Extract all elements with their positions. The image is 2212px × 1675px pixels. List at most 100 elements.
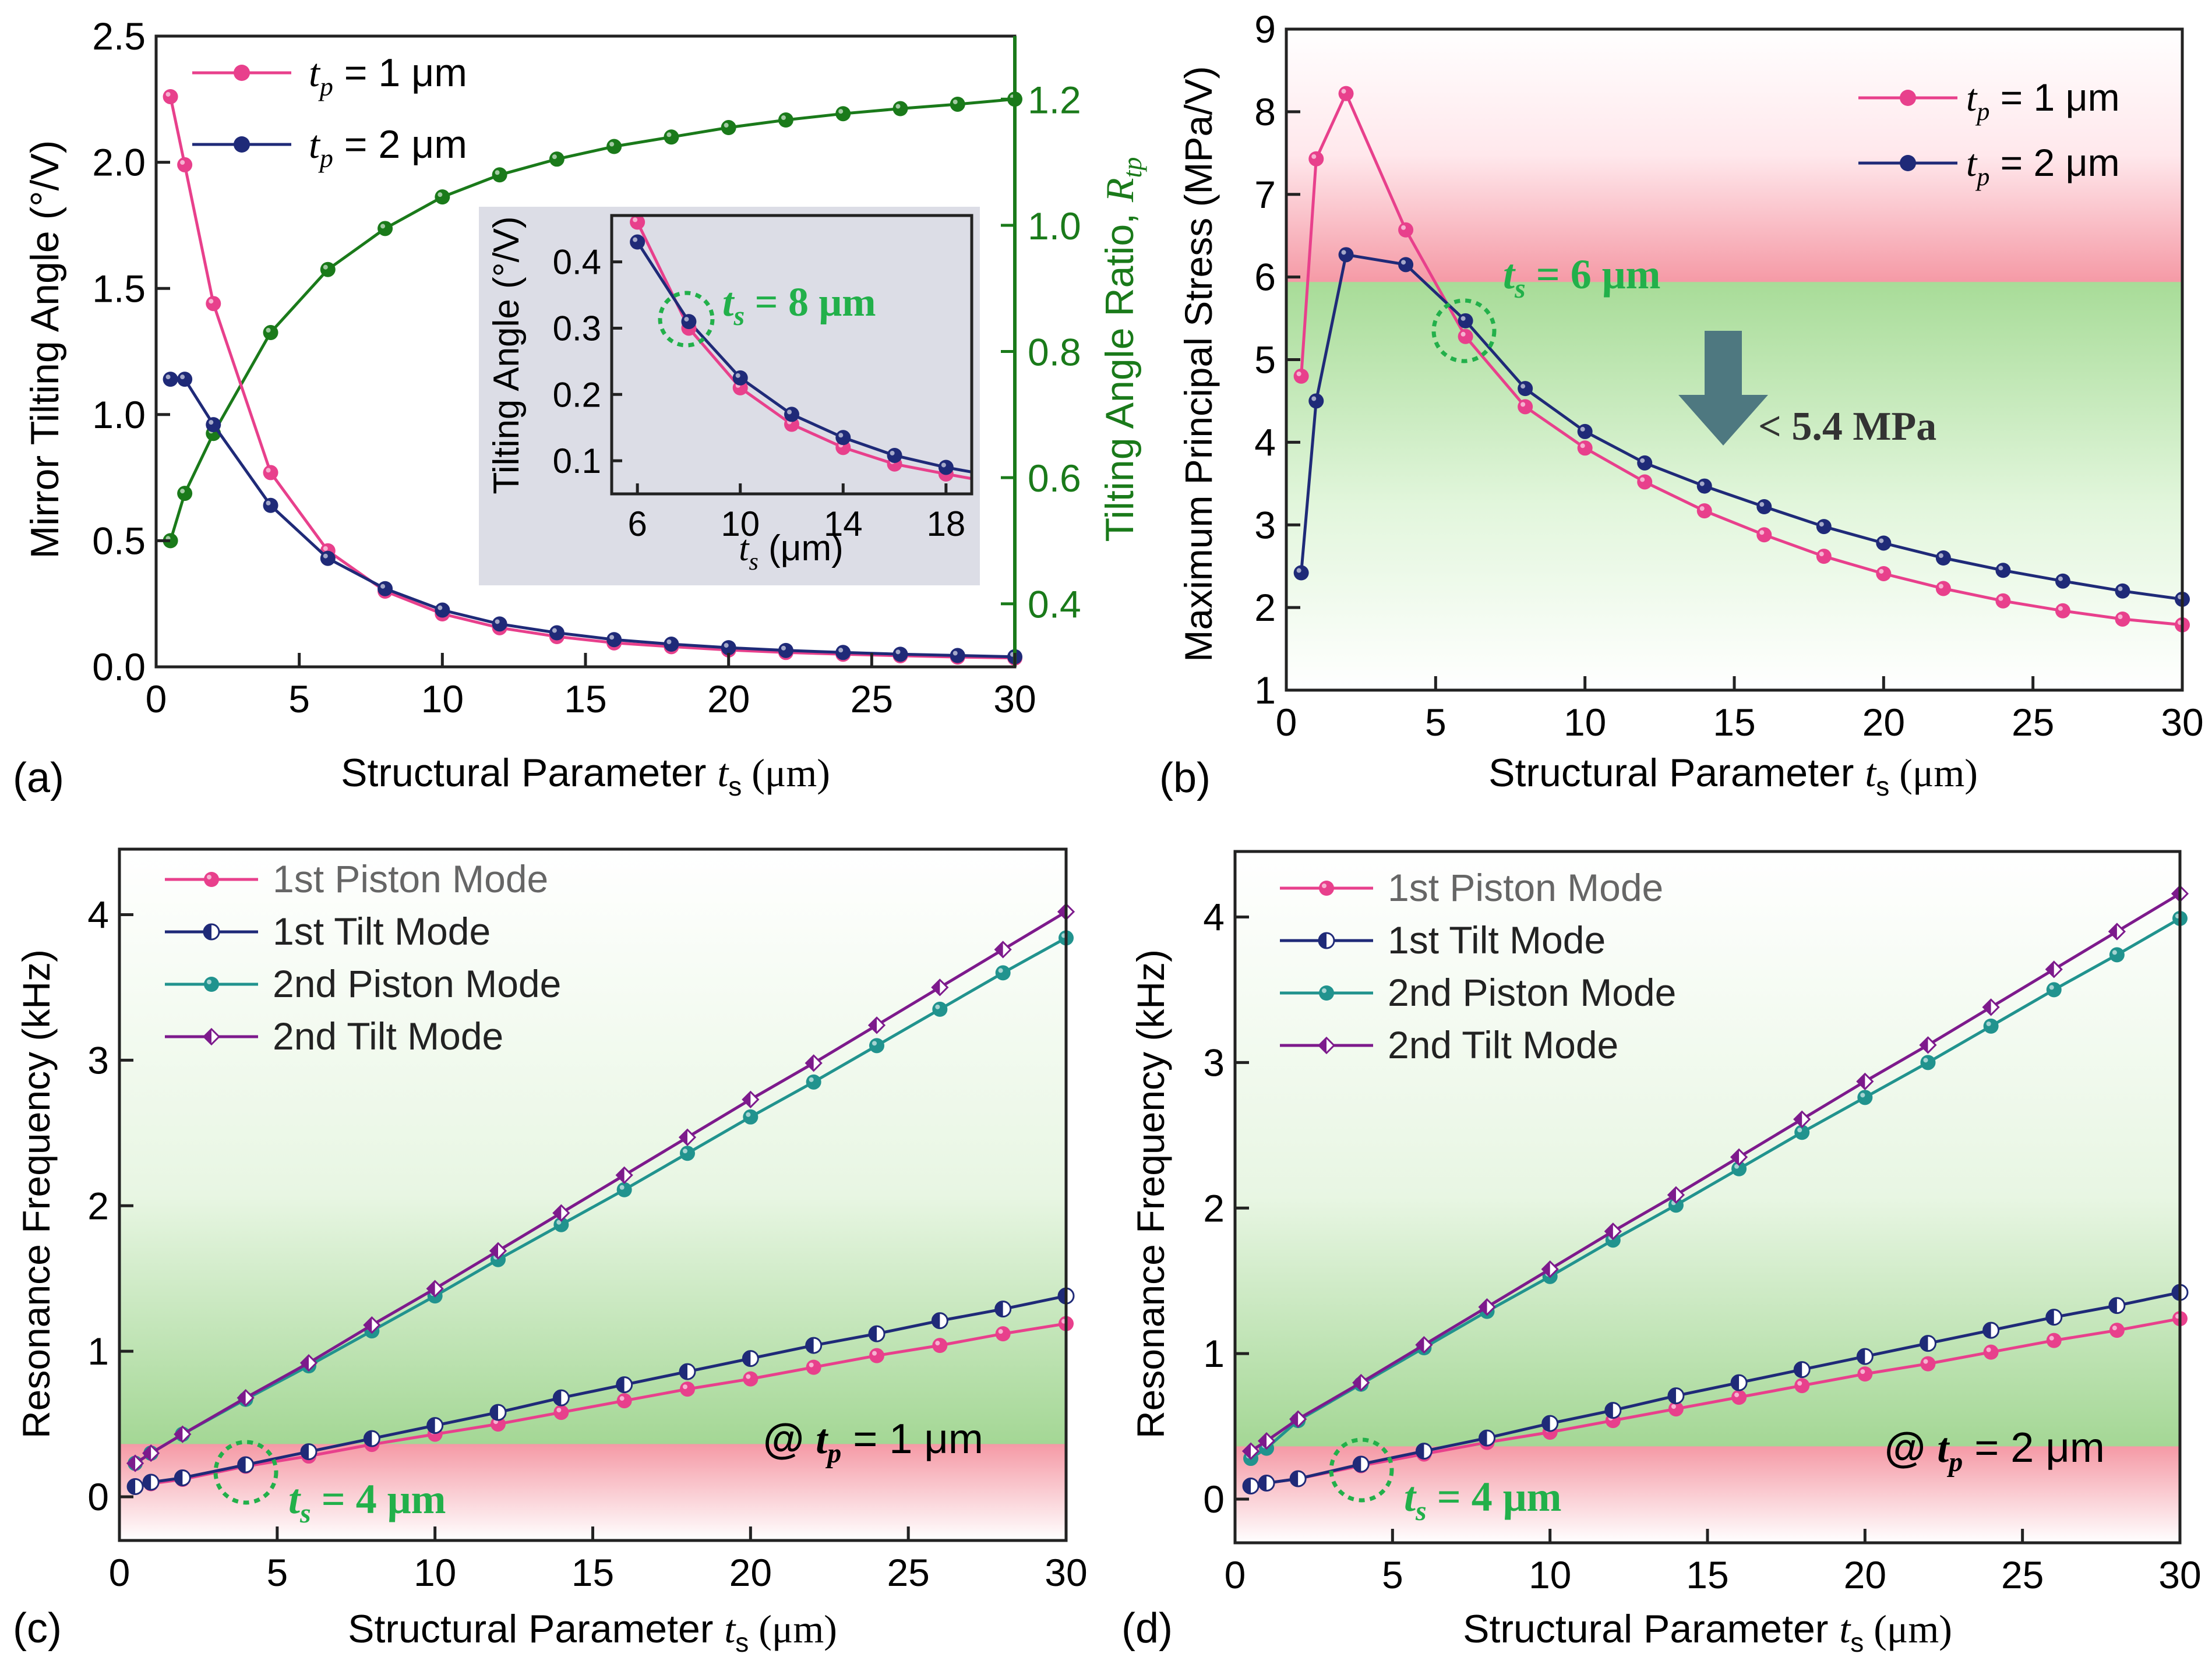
ratio-point: [721, 120, 736, 136]
piston1-point: [1983, 1344, 1999, 1360]
x-tick-label: 25: [2012, 701, 2054, 744]
piston1-point-shine: [1797, 1381, 1802, 1386]
tp1-point-shine: [1819, 552, 1824, 557]
panel-c-note-pre: @: [763, 1416, 816, 1462]
legend-marker: [234, 65, 250, 81]
ratio-point-shine: [781, 115, 786, 121]
tp2-point-shine: [1580, 426, 1585, 432]
y-tick-label: 1.0: [92, 393, 146, 436]
inset-tp2-point: [681, 314, 697, 330]
inset-tp2-point-shine: [838, 433, 844, 438]
tp2-point: [263, 497, 278, 513]
panel-b-legend-tp1: tp = 1 μm: [1858, 76, 2120, 126]
piston1-point: [743, 1371, 758, 1387]
x-tick-label: 18: [926, 504, 965, 543]
panel-d-note-pre: @: [1885, 1425, 1937, 1471]
y-tick-label: 3: [1203, 1041, 1225, 1084]
legend-marker: [1319, 985, 1334, 1001]
tilt1-point-half: [616, 1377, 625, 1393]
y-tick-label: 5: [1254, 338, 1276, 381]
tilt1-point-half: [491, 1405, 498, 1420]
panel-d-annotation-var: t: [1404, 1473, 1417, 1520]
tilt1-point-half: [1243, 1478, 1251, 1494]
y-tick-label: 8: [1254, 90, 1276, 133]
tilt2-point-half: [128, 1455, 136, 1471]
piston1-point-shine: [2049, 1335, 2054, 1341]
inset-axes: 6 10 14 18 0.1 0.2 0.3 0.4: [553, 243, 966, 543]
piston1-point: [1731, 1390, 1747, 1405]
panel-a-inset-background: [479, 207, 980, 585]
ratio-point: [435, 189, 450, 205]
panel-d-annotation-text: = 4 μm: [1427, 1473, 1562, 1520]
y-tick-label: 1: [1254, 669, 1276, 712]
tp1-point: [1816, 549, 1832, 564]
tp2-point-shine: [2058, 576, 2063, 581]
x-tick-label: 25: [2001, 1553, 2044, 1596]
piston2-point: [1983, 1018, 1999, 1034]
panel-c: 0 5 10 15 20 25 30 0 1 2 3 4 Resonance Frequency (k…: [15, 847, 1088, 1658]
tilt1-point-half: [995, 1301, 1003, 1317]
tp2-point-shine: [1879, 538, 1884, 543]
piston1-point-shine: [872, 1351, 877, 1356]
tilt2-point-half: [1059, 904, 1066, 920]
tp2-point-shine: [495, 619, 500, 624]
inset-xlabel: ts (μm): [739, 528, 843, 575]
tp1-point-shine: [1311, 154, 1317, 159]
y-tick-label: 7: [1254, 173, 1276, 216]
tilt1-point-half: [175, 1470, 183, 1486]
tp2-point-shine: [838, 648, 844, 653]
tp2-point: [664, 637, 679, 652]
legend-item-tilt1: 1st Tilt Mode: [1280, 918, 1606, 962]
legend-marker-shine: [1322, 884, 1327, 888]
panel-a-y2label-main: Tilting Angle Ratio,: [1098, 202, 1142, 542]
inset-series: [630, 215, 972, 482]
tp2-point-shine: [609, 635, 615, 640]
x-tick-label: 5: [288, 677, 310, 720]
panel-b-annotation-sub: s: [1514, 273, 1526, 304]
tilt1-point-half: [1731, 1375, 1740, 1391]
tp1-point-shine: [266, 468, 271, 473]
inset-tp2-point: [630, 234, 645, 250]
tilt1-point-half: [1983, 1323, 1991, 1338]
x-tick-label: 5: [1382, 1553, 1403, 1596]
panel-label-b: (b): [1159, 755, 1211, 801]
tp2-point: [1518, 381, 1533, 397]
panel-c-data-layer: [126, 903, 1075, 1496]
inset-tp2-point: [784, 407, 799, 422]
tp2-point-shine: [1401, 260, 1406, 265]
panel-d-data-layer: [1241, 885, 2189, 1495]
piston1-point: [680, 1381, 695, 1397]
tp1-point: [1995, 593, 2011, 609]
tilt1-point-half: [743, 1351, 751, 1366]
legend-marker-shine: [207, 875, 211, 879]
tp2-point-shine: [2118, 586, 2123, 591]
tp2-point-shine: [438, 605, 443, 610]
legend-sub: p: [318, 72, 333, 101]
inset-annotation-text: = 8 μm: [745, 280, 876, 325]
piston1-point: [932, 1338, 948, 1354]
tilt1-point-half: [1059, 1288, 1066, 1304]
legend-marker: [1900, 90, 1916, 106]
tp1-point: [1577, 440, 1593, 456]
piston1-point-shine: [1671, 1404, 1676, 1409]
legend-marker: [204, 977, 219, 992]
tp2-point: [950, 648, 965, 663]
legend-item-tilt2: 2nd Tilt Mode: [165, 1015, 503, 1058]
tp1-point-shine: [1520, 402, 1526, 407]
tp2-point-shine: [380, 584, 386, 589]
tp2-point-shine: [1938, 553, 1943, 558]
piston1-point: [869, 1348, 884, 1363]
piston2-point: [2109, 947, 2125, 963]
legend-var: t: [309, 51, 321, 95]
tp2-point: [163, 372, 178, 387]
piston1-point: [995, 1326, 1011, 1342]
ratio-point: [549, 151, 565, 167]
legend-marker: [204, 872, 219, 887]
x-tick-label: 0: [1225, 1553, 1246, 1596]
tp1-point-shine: [1296, 371, 1301, 376]
tilt1-point-half: [143, 1475, 151, 1490]
tilt2-point-half: [616, 1167, 625, 1183]
panel-c-legend: 1st Piston Mode 1st Tilt Mode 2nd Piston M…: [165, 857, 561, 1058]
ratio-point: [492, 167, 507, 183]
tp2-point: [1935, 550, 1951, 566]
